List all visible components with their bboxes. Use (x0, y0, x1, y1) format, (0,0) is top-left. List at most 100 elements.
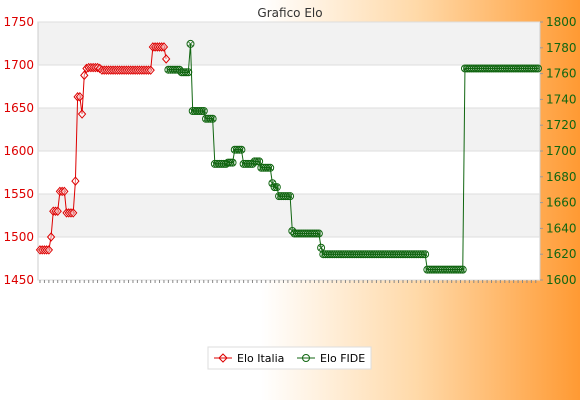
data-point-cross (188, 41, 193, 47)
data-point-circle (261, 163, 270, 172)
data-point (199, 107, 208, 116)
data-point-circle (250, 157, 259, 166)
y-right-tick-label: 1700 (546, 144, 577, 158)
data-point-circle (175, 65, 184, 74)
data-point-cross (274, 184, 280, 190)
data-point (60, 186, 69, 197)
y-right-tick-label: 1660 (546, 196, 577, 210)
data-point-circle (272, 183, 281, 192)
data-point-circle (263, 163, 272, 172)
plot-band (38, 108, 540, 151)
chart-title: Grafico Elo (257, 6, 322, 20)
y-left-tick-label: 1700 (3, 58, 34, 72)
legend-marker-elo-italia (218, 353, 228, 363)
data-point-circle (173, 65, 182, 74)
y-right-tick-label: 1780 (546, 41, 577, 55)
data-point-circle (456, 265, 465, 274)
y-left-tick-label: 1450 (3, 273, 34, 287)
y-left-tick-label: 1500 (3, 230, 34, 244)
data-point (42, 245, 51, 255)
y-right-axis: 1600 1620 1640 1660 1680 1700 1720 1740 1760 1780… (540, 15, 577, 287)
data-point (314, 229, 323, 238)
data-point (46, 232, 56, 242)
data-point-circle (310, 229, 319, 238)
data-point-cross (230, 160, 236, 166)
data-point-cross (287, 193, 293, 199)
y-right-tick-label: 1620 (546, 247, 577, 261)
data-point-circle (186, 39, 195, 48)
data-point (146, 65, 155, 75)
data-point-cross (460, 267, 466, 273)
legend-label-elo-italia: Elo Italia (237, 352, 284, 365)
y-left-axis: 1450 1500 1550 1600 1650 1700 1750 (3, 15, 34, 287)
data-point-circle (237, 145, 246, 154)
data-point-cross (267, 165, 273, 171)
legend-marker-elo-fide (302, 354, 310, 362)
data-point-circle (195, 107, 204, 116)
y-left-tick-label: 1650 (3, 101, 34, 115)
data-point-circle (228, 158, 237, 167)
data-point (286, 192, 295, 201)
data-point-cross (422, 251, 428, 257)
data-point (159, 42, 169, 52)
data-point-circle (288, 226, 297, 235)
data-point (228, 158, 237, 167)
data-point-cross (535, 65, 541, 71)
data-point-circle (235, 145, 244, 154)
data-point (157, 42, 166, 52)
data-point (161, 54, 171, 64)
series-elo-fide (164, 39, 542, 274)
data-point-circle (454, 265, 463, 274)
data-point (237, 145, 246, 154)
data-point (80, 70, 89, 81)
data-point-circle (286, 192, 295, 201)
y-right-tick-label: 1740 (546, 92, 577, 106)
data-point-cross (201, 108, 207, 114)
y-right-tick-label: 1600 (546, 273, 577, 287)
y-right-tick-label: 1800 (546, 15, 577, 29)
data-point (184, 68, 193, 77)
data-point-circle (204, 114, 213, 123)
data-point (266, 163, 275, 172)
data-point (53, 206, 62, 216)
x-axis (39, 280, 537, 283)
y-right-tick-label: 1640 (546, 221, 577, 235)
data-point-circle (312, 229, 321, 238)
data-point-circle (244, 159, 253, 168)
data-point (71, 176, 80, 186)
data-point (77, 109, 87, 119)
legend-box (207, 346, 372, 370)
data-point-circle (252, 157, 261, 166)
data-point-cross (185, 69, 191, 75)
series-layer (35, 39, 542, 274)
plot-band (38, 22, 540, 65)
data-point-circle (232, 145, 241, 154)
data-point-circle (226, 158, 235, 167)
data-point-circle (197, 107, 206, 116)
data-point-circle (531, 64, 540, 73)
data-point (57, 186, 67, 197)
data-point-circle (184, 68, 193, 77)
data-point-circle (266, 163, 275, 172)
data-point-circle (534, 64, 542, 73)
data-point (51, 206, 60, 216)
plot-band (38, 237, 540, 280)
data-point-cross (318, 245, 324, 251)
y-left-tick-label: 1600 (3, 144, 34, 158)
data-point-circle (458, 265, 467, 274)
y-right-tick-label: 1680 (546, 170, 577, 184)
data-point-circle (270, 183, 279, 192)
data-point-cross (316, 231, 322, 237)
data-point (73, 92, 82, 102)
data-point-circle (314, 229, 323, 238)
data-point (272, 183, 281, 192)
data-point-circle (416, 250, 425, 259)
data-point-cross (210, 116, 216, 122)
data-point-circle (283, 192, 292, 201)
data-point-circle (171, 65, 180, 74)
legend: Elo Italia Elo FIDE (207, 346, 372, 370)
data-point-circle (281, 192, 290, 201)
y-left-tick-label: 1750 (3, 15, 34, 29)
